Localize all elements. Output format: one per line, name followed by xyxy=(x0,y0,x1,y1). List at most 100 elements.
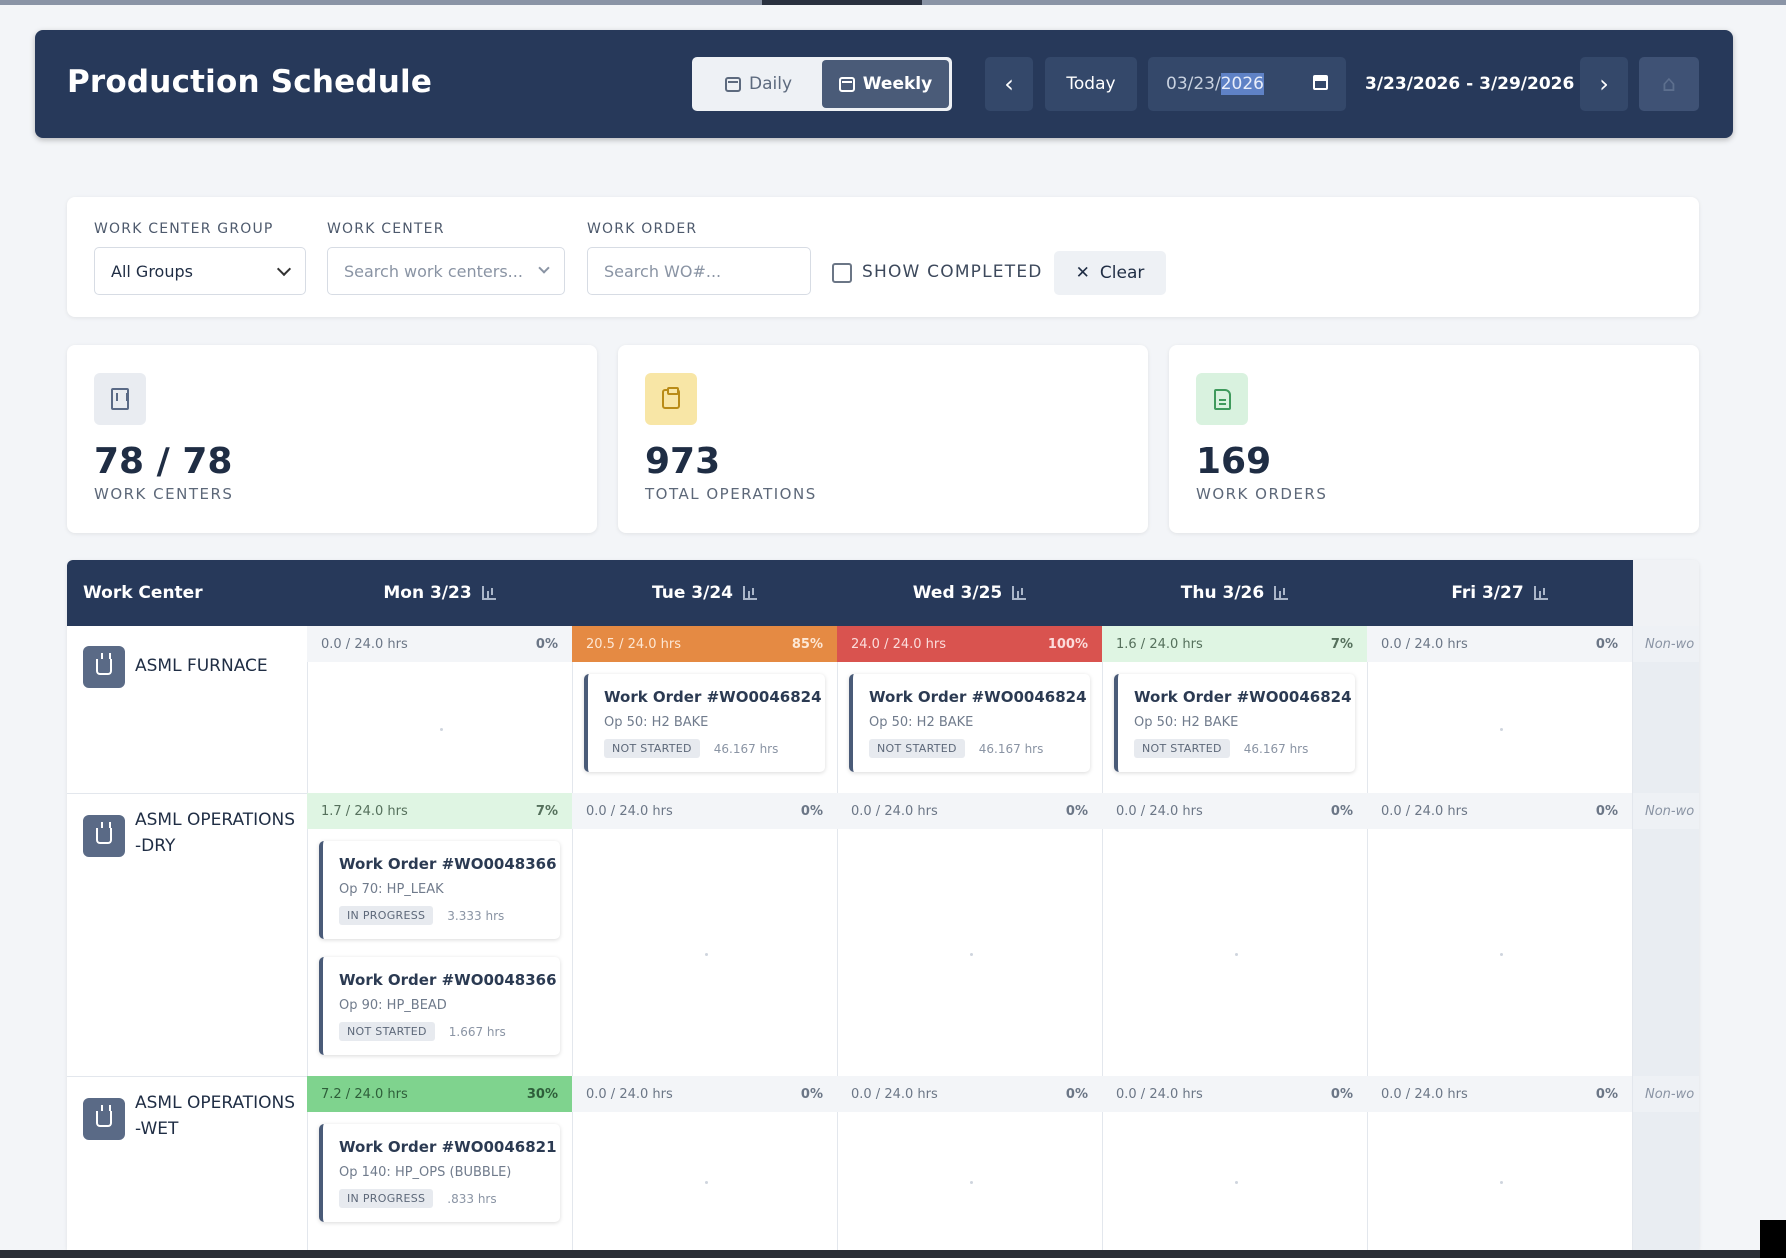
bar-chart-icon[interactable] xyxy=(1274,586,1289,600)
home-button[interactable]: ⌂ xyxy=(1639,57,1699,111)
work-order-title: Work Order #WO0048366 xyxy=(339,971,557,989)
work-center-search[interactable]: Search work centers... xyxy=(327,247,565,295)
status-badge: NOT STARTED xyxy=(339,1022,435,1041)
work-order-card[interactable]: Work Order #WO0048366 Op 90: HP_BEAD NOT S… xyxy=(319,957,560,1055)
stat-value: 169 xyxy=(1196,441,1272,482)
empty-cell-marker xyxy=(439,727,443,731)
bar-chart-icon[interactable] xyxy=(1012,586,1027,600)
capacity-bar: 20.5 / 24.0 hrs 85% xyxy=(572,626,837,662)
home-icon: ⌂ xyxy=(1662,71,1676,97)
work-center-cell[interactable]: ASML OPERATIONS -WET xyxy=(67,1076,307,1250)
work-order-card[interactable]: Work Order #WO0046824 Op 50: H2 BAKE NOT S… xyxy=(584,674,825,772)
capacity-percent: 85% xyxy=(791,636,823,652)
work-center-column-header: Work Center xyxy=(83,583,203,603)
work-order-title: Work Order #WO0046824 xyxy=(869,688,1087,706)
operation-hours: 1.667 hrs xyxy=(448,1024,506,1039)
capacity-percent: 0% xyxy=(800,803,823,819)
status-badge: NOT STARTED xyxy=(869,739,965,758)
page-title: Production Schedule xyxy=(67,64,433,100)
calendar-icon xyxy=(838,76,855,92)
calendar-picker-icon[interactable] xyxy=(1313,75,1328,90)
work-center-cell[interactable]: ASML FURNACE xyxy=(67,626,307,793)
capacity-bar: 0.0 / 24.0 hrs 0% xyxy=(837,793,1102,829)
capacity-hours: 0.0 / 24.0 hrs xyxy=(1116,1086,1203,1102)
capacity-hours: 0.0 / 24.0 hrs xyxy=(321,636,408,652)
today-button[interactable]: Today xyxy=(1045,57,1137,111)
operation-name: Op 140: HP_OPS (BUBBLE) xyxy=(339,1165,512,1180)
capacity-percent: 0% xyxy=(800,1086,823,1102)
work-order-card[interactable]: Work Order #WO0046824 Op 50: H2 BAKE NOT S… xyxy=(1114,674,1355,772)
calendar-icon xyxy=(724,76,741,92)
capacity-percent: 0% xyxy=(1595,1086,1618,1102)
work-order-card[interactable]: Work Order #WO0046824 Op 50: H2 BAKE NOT S… xyxy=(849,674,1090,772)
capacity-bar: 0.0 / 24.0 hrs 0% xyxy=(307,626,572,662)
capacity-percent: 30% xyxy=(526,1086,558,1102)
daily-view-button[interactable]: Daily xyxy=(695,60,822,108)
bar-chart-icon[interactable] xyxy=(742,586,757,600)
work-center-name: ASML OPERATIONS -WET xyxy=(135,1093,296,1139)
status-badge: NOT STARTED xyxy=(1134,739,1230,758)
date-input[interactable]: 03/23/2026 xyxy=(1148,57,1346,111)
window-bottom-edge xyxy=(0,1250,1786,1258)
column-divider xyxy=(572,626,573,1250)
column-divider xyxy=(307,626,308,1250)
status-badge: IN PROGRESS xyxy=(339,1189,434,1208)
work-center-cell[interactable]: ASML OPERATIONS -DRY xyxy=(67,793,307,1076)
stat-card-work-centers: 78 / 78 WORK CENTERS xyxy=(67,345,597,533)
window-top-edge xyxy=(0,0,1786,5)
bar-chart-icon[interactable] xyxy=(481,586,496,600)
day-label: Tue 3/24 xyxy=(652,583,733,603)
day-label: Wed 3/25 xyxy=(912,583,1003,603)
chevron-down-icon xyxy=(276,261,292,277)
stat-label: TOTAL OPERATIONS xyxy=(645,485,817,503)
work-order-card[interactable]: Work Order #WO0048366 Op 70: HP_LEAK IN PR… xyxy=(319,841,560,939)
column-divider xyxy=(1102,626,1103,1250)
day-column-header: Thu 3/26 xyxy=(1102,560,1367,626)
capacity-hours: 0.0 / 24.0 hrs xyxy=(851,1086,938,1102)
work-center-label: WORK CENTER xyxy=(327,221,445,237)
work-order-title: Work Order #WO0046821 xyxy=(339,1138,557,1156)
capacity-bar: 0.0 / 24.0 hrs 0% xyxy=(1367,626,1632,662)
capacity-bar: 7.2 / 24.0 hrs 30% xyxy=(307,1076,572,1112)
clear-button[interactable]: ✕ Clear xyxy=(1054,251,1166,295)
window-corner xyxy=(1760,1220,1786,1258)
day-label: Mon 3/23 xyxy=(383,583,472,603)
work-order-title: Work Order #WO0046824 xyxy=(1134,688,1352,706)
show-completed-label[interactable]: SHOW COMPLETED xyxy=(862,262,1043,282)
operation-name: Op 90: HP_BEAD xyxy=(339,998,447,1013)
work-order-input[interactable]: Search WO#... xyxy=(587,247,811,295)
work-order-placeholder: Search WO#... xyxy=(604,261,722,281)
show-completed-checkbox[interactable] xyxy=(832,263,852,283)
date-prefix: 03/23/ xyxy=(1166,74,1221,94)
weekly-view-button[interactable]: Weekly xyxy=(822,60,949,108)
next-week-button[interactable]: › xyxy=(1580,57,1628,111)
status-badge: NOT STARTED xyxy=(604,739,700,758)
capacity-hours: 0.0 / 24.0 hrs xyxy=(1116,803,1203,819)
capacity-bar: 0.0 / 24.0 hrs 0% xyxy=(1367,1076,1632,1112)
work-order-card[interactable]: Work Order #WO0046821 Op 140: HP_OPS (BUB… xyxy=(319,1124,560,1222)
flask-icon xyxy=(96,653,112,675)
empty-cell-marker xyxy=(704,952,708,956)
empty-cell-marker xyxy=(1234,952,1238,956)
date-selected-year: 2026 xyxy=(1220,73,1264,95)
stat-label: WORK CENTERS xyxy=(94,485,234,503)
capacity-bar: 0.0 / 24.0 hrs 0% xyxy=(572,1076,837,1112)
operation-hours: 46.167 hrs xyxy=(978,741,1044,756)
non-working-label: Non-wo xyxy=(1633,793,1699,829)
chevron-right-icon: › xyxy=(1599,70,1609,98)
capacity-percent: 0% xyxy=(1065,803,1088,819)
work-center-icon-box xyxy=(83,1098,125,1140)
capacity-bar: 0.0 / 24.0 hrs 0% xyxy=(572,793,837,829)
capacity-hours: 24.0 / 24.0 hrs xyxy=(851,636,947,652)
day-column-header: Tue 3/24 xyxy=(572,560,837,626)
flask-icon xyxy=(96,822,112,844)
work-order-label: WORK ORDER xyxy=(587,221,698,237)
capacity-percent: 0% xyxy=(1595,636,1618,652)
previous-week-button[interactable]: ‹ xyxy=(985,57,1033,111)
capacity-hours: 0.0 / 24.0 hrs xyxy=(851,803,938,819)
operation-name: Op 50: H2 BAKE xyxy=(604,715,709,730)
capacity-bar: 1.7 / 24.0 hrs 7% xyxy=(307,793,572,829)
capacity-hours: 0.0 / 24.0 hrs xyxy=(586,1086,673,1102)
work-center-group-select[interactable]: All Groups xyxy=(94,247,306,295)
bar-chart-icon[interactable] xyxy=(1533,586,1548,600)
